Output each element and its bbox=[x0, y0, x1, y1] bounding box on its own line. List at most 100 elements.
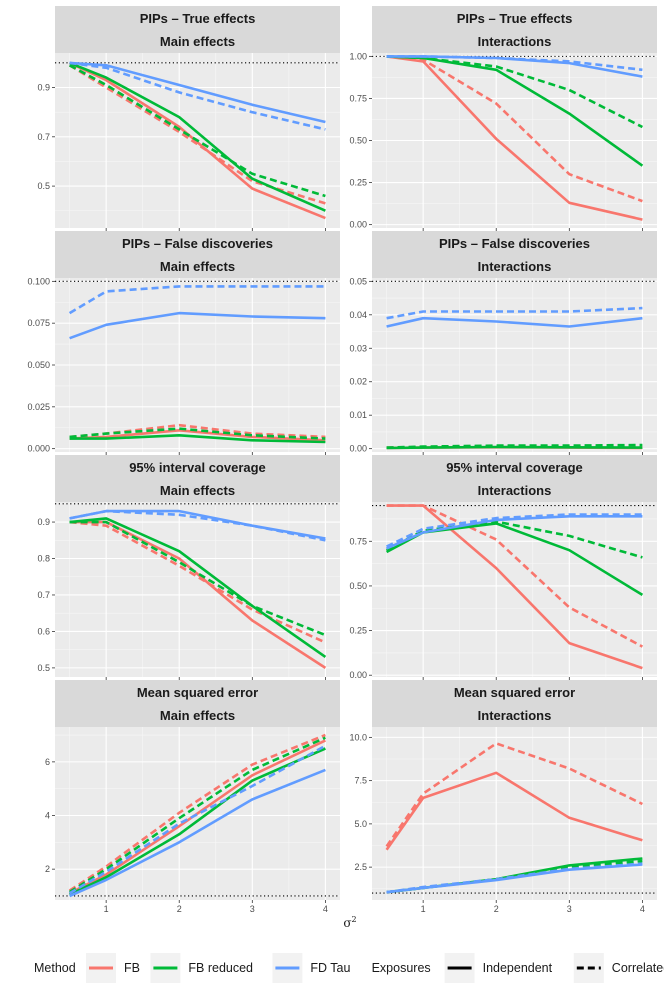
panel-7-series-fb-ind bbox=[69, 739, 326, 895]
panel-4-y-tick-label: 0.00 bbox=[349, 444, 367, 454]
panel-5-series-fdt-cor bbox=[69, 509, 326, 542]
panel-3-series-fbr-cor bbox=[69, 427, 326, 440]
panel-7-series-fdt-ind bbox=[69, 768, 326, 898]
panel-6-y-tick-label: 0.00 bbox=[349, 670, 367, 680]
panel-7-y-tick-label: 4 bbox=[45, 811, 50, 821]
panel-3-title: PIPs – False discoveries bbox=[122, 236, 273, 251]
panel-7-series-fbr-ind bbox=[69, 747, 326, 896]
panel-4: PIPs – False discoveries Interactions 0.00… bbox=[349, 231, 657, 455]
panel-8-x-tick-label: 4 bbox=[640, 904, 645, 914]
panel-2-series-fdt-cor bbox=[386, 55, 643, 72]
panel-8-y-tick-label: 2.5 bbox=[354, 862, 367, 872]
panel-8-y-tick-label: 5.0 bbox=[354, 819, 367, 829]
panel-5-title: 95% interval coverage bbox=[129, 460, 266, 475]
legend-label-independent: Independent bbox=[483, 961, 553, 975]
facet-panels: PIPs – True effects Main effects 0.5 0.7 0.9… bbox=[27, 6, 657, 914]
panel-8-series-fb-ind bbox=[385, 771, 643, 851]
panel-6-y-tick-label: 0.75 bbox=[349, 536, 367, 546]
legend-label-fb: FB bbox=[124, 961, 140, 975]
panel-2-y-tick-label: 0.00 bbox=[349, 220, 367, 230]
panel-2-title: PIPs – True effects bbox=[457, 11, 573, 26]
panel-4-series-fdt-cor bbox=[386, 306, 643, 320]
panel-5-series-fbr-ind bbox=[69, 517, 327, 658]
legend-label-correlated: Correlated bbox=[612, 961, 664, 975]
legend-method-title: Method bbox=[34, 961, 76, 975]
panel-1-series-fdt-cor bbox=[69, 61, 326, 131]
panel-8-background bbox=[372, 727, 657, 900]
panel-4-y-tick-label: 0.05 bbox=[349, 276, 367, 286]
panel-8-title: Mean squared error bbox=[454, 685, 575, 700]
panel-4-y-tick-label: 0.01 bbox=[349, 410, 367, 420]
panel-7: Mean squared error Main effects 2 4 6 1 2 3 4 bbox=[45, 680, 340, 914]
panel-6-series-fdt-ind bbox=[386, 514, 643, 550]
panel-4-series-fdt-ind bbox=[386, 316, 643, 328]
panel-5-series-fb-cor bbox=[69, 520, 326, 644]
panel-3-series-fbr-ind bbox=[69, 433, 326, 444]
x-axis-label-superscript: 2 bbox=[352, 915, 357, 924]
panel-8-x-tick-label: 2 bbox=[494, 904, 499, 914]
legend-exposure-title: Exposures bbox=[372, 961, 431, 975]
legend-label-fd-tau: FD Tau bbox=[310, 961, 350, 975]
panel-5-y-tick-label: 0.8 bbox=[37, 554, 50, 564]
panel-6-y-tick-label: 0.25 bbox=[349, 626, 367, 636]
panel-6-subtitle: Interactions bbox=[478, 483, 552, 498]
panel-8: Mean squared error Interactions 2.5 5.0 7.5 1… bbox=[349, 680, 657, 914]
panel-1-strip bbox=[55, 6, 340, 53]
panel-5-series-fbr-cor bbox=[69, 520, 326, 637]
panel-2-y-tick-label: 0.75 bbox=[349, 93, 367, 103]
legend-label-fb-reduced: FB reduced bbox=[188, 961, 253, 975]
panel-1-series-fdt-ind bbox=[69, 61, 326, 124]
panel-5-strip bbox=[55, 455, 340, 502]
panel-4-y-tick-label: 0.03 bbox=[349, 343, 367, 353]
panel-6-series-fb-cor bbox=[386, 504, 644, 648]
panel-4-title: PIPs – False discoveries bbox=[439, 236, 590, 251]
panel-4-strip bbox=[372, 231, 657, 278]
panel-3-series-fdt-cor bbox=[68, 285, 326, 315]
panel-1-series-fb-ind bbox=[69, 61, 326, 220]
panel-7-series-fbr-cor bbox=[68, 736, 326, 894]
panel-1-series-fb-cor bbox=[68, 64, 326, 205]
panel-6-background bbox=[372, 502, 657, 677]
panel-3-y-tick-label: 0.025 bbox=[27, 402, 50, 412]
panel-8-series-fdt-cor bbox=[386, 862, 643, 894]
panel-6-series-fdt-cor bbox=[386, 513, 643, 548]
panel-5-y-tick-label: 0.5 bbox=[37, 663, 50, 673]
panel-7-title: Mean squared error bbox=[137, 685, 258, 700]
panel-7-y-tick-label: 6 bbox=[45, 757, 50, 767]
panel-6: 95% interval coverage Interactions 0.00 0.2… bbox=[349, 455, 657, 680]
panel-3: PIPs – False discoveries Main effects 0.00… bbox=[27, 231, 340, 455]
panel-6-title: 95% interval coverage bbox=[446, 460, 583, 475]
panel-8-subtitle: Interactions bbox=[478, 708, 552, 723]
panel-6-strip bbox=[372, 455, 657, 502]
panel-7-strip bbox=[55, 680, 340, 727]
panel-7-x-tick-label: 1 bbox=[104, 904, 109, 914]
panel-1-series-fbr-ind bbox=[69, 61, 326, 212]
panel-6-y-tick-label: 0.50 bbox=[349, 581, 367, 591]
panel-1-series-fbr-cor bbox=[68, 64, 326, 198]
panel-1: PIPs – True effects Main effects 0.5 0.7 0.9 bbox=[37, 6, 340, 231]
panel-1-y-tick-label: 0.5 bbox=[37, 181, 50, 191]
x-axis-label-text: σ bbox=[343, 916, 351, 930]
panel-2: PIPs – True effects Interactions 0.00 0.25 0… bbox=[349, 6, 657, 231]
panel-4-series-fbr-cor bbox=[386, 443, 643, 449]
x-axis-label: σ2 bbox=[343, 915, 356, 930]
panel-3-y-tick-label: 0.050 bbox=[27, 360, 50, 370]
panel-7-y-tick-label: 2 bbox=[45, 864, 50, 874]
panel-2-y-tick-label: 1.00 bbox=[349, 51, 367, 61]
legend: Method FB FB reduced FD Tau Exposures Indepen… bbox=[34, 953, 664, 983]
panel-3-subtitle: Main effects bbox=[160, 259, 235, 274]
panel-2-subtitle: Interactions bbox=[478, 34, 552, 49]
panel-8-x-tick-label: 1 bbox=[421, 904, 426, 914]
panel-3-y-tick-label: 0.100 bbox=[27, 276, 50, 286]
panel-8-x-tick-label: 3 bbox=[567, 904, 572, 914]
panel-7-series-fdt-cor bbox=[68, 744, 327, 895]
panel-3-y-tick-label: 0.075 bbox=[27, 318, 50, 328]
panel-7-x-tick-label: 2 bbox=[177, 904, 182, 914]
panel-1-title: PIPs – True effects bbox=[140, 11, 256, 26]
panel-8-strip bbox=[372, 680, 657, 727]
panel-8-series-fb-cor bbox=[385, 742, 643, 848]
panel-1-y-tick-label: 0.9 bbox=[37, 83, 50, 93]
panel-1-subtitle: Main effects bbox=[160, 34, 235, 49]
panel-7-subtitle: Main effects bbox=[160, 708, 235, 723]
